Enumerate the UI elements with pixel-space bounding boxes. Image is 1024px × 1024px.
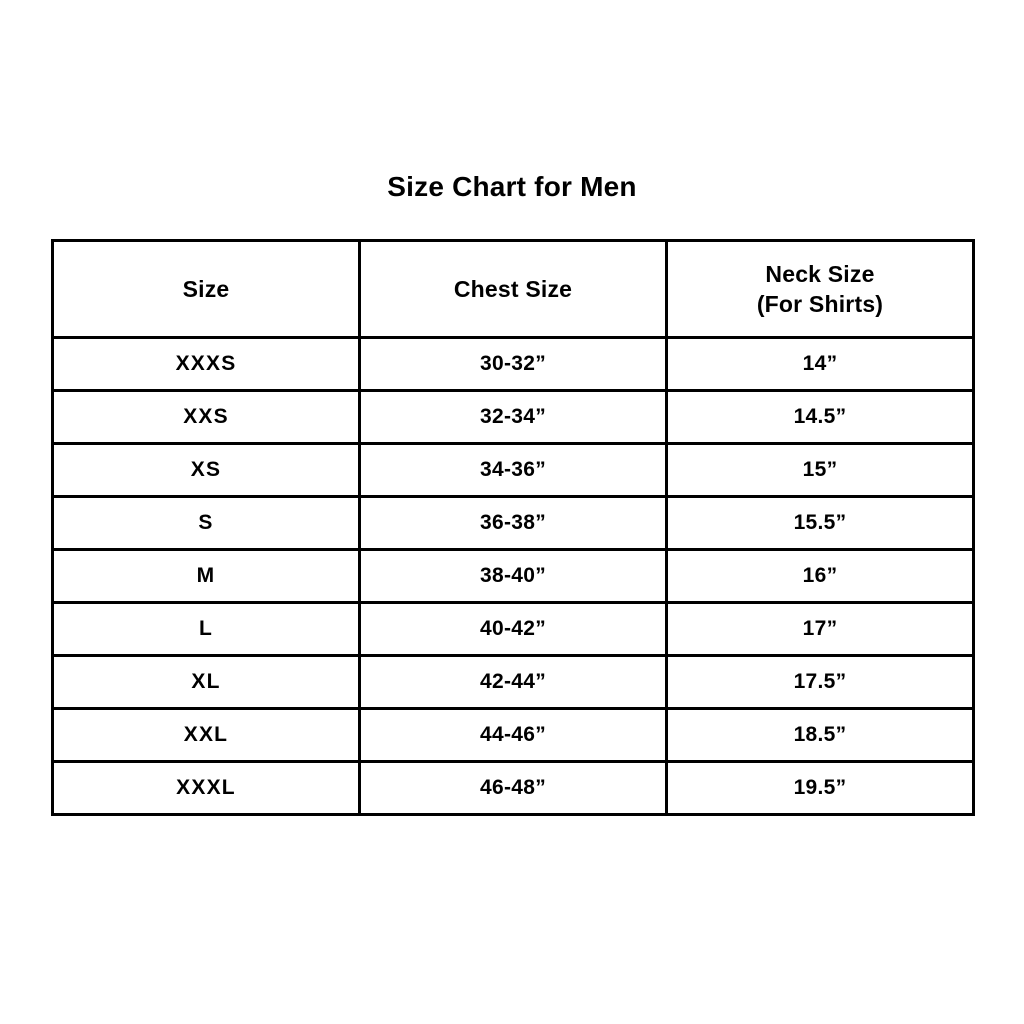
table-row: L 40-42” 17” [51, 601, 975, 657]
cell-size: L [51, 601, 361, 657]
cell-size: XXXS [51, 336, 361, 392]
column-header-neck-size-label: Neck Size [765, 261, 875, 287]
column-header-chest-size: Chest Size [358, 239, 668, 339]
column-header-neck-size-sublabel: (For Shirts) [756, 291, 884, 317]
cell-neck: 17.5” [665, 654, 975, 710]
cell-chest: 46-48” [358, 760, 668, 816]
table-row: XS 34-36” 15” [51, 442, 975, 498]
cell-neck: 15.5” [665, 495, 975, 551]
cell-size: XS [51, 442, 361, 498]
table-header-row: Size Chest Size Neck Size (For Shirts) [51, 239, 975, 339]
cell-size: XXL [51, 707, 361, 763]
cell-neck: 14.5” [665, 389, 975, 445]
cell-size: M [51, 548, 361, 604]
cell-neck: 18.5” [665, 707, 975, 763]
table-body: XXXS 30-32” 14” XXS 32-34” 14.5” XS 34-3… [51, 336, 975, 816]
table-header: Size Chest Size Neck Size (For Shirts) [51, 239, 975, 339]
cell-size: XL [51, 654, 361, 710]
column-header-size-label: Size [182, 276, 230, 302]
cell-chest: 44-46” [358, 707, 668, 763]
cell-chest: 36-38” [358, 495, 668, 551]
table-row: XL 42-44” 17.5” [51, 654, 975, 710]
cell-chest: 30-32” [358, 336, 668, 392]
cell-chest: 42-44” [358, 654, 668, 710]
cell-neck: 15” [665, 442, 975, 498]
column-header-size: Size [51, 239, 361, 339]
table-row: M 38-40” 16” [51, 548, 975, 604]
cell-chest: 38-40” [358, 548, 668, 604]
column-header-chest-size-label: Chest Size [453, 276, 573, 302]
table-row: XXS 32-34” 14.5” [51, 389, 975, 445]
table-row: XXXL 46-48” 19.5” [51, 760, 975, 816]
table-row: S 36-38” 15.5” [51, 495, 975, 551]
cell-chest: 32-34” [358, 389, 668, 445]
cell-neck: 16” [665, 548, 975, 604]
size-table-container: Size Chest Size Neck Size (For Shirts) X… [51, 239, 975, 816]
cell-size: XXXL [51, 760, 361, 816]
column-header-neck-size: Neck Size (For Shirts) [665, 239, 975, 339]
size-chart-table: Size Chest Size Neck Size (For Shirts) X… [51, 239, 975, 816]
cell-neck: 17” [665, 601, 975, 657]
cell-neck: 14” [665, 336, 975, 392]
table-row: XXL 44-46” 18.5” [51, 707, 975, 763]
table-row: XXXS 30-32” 14” [51, 336, 975, 392]
cell-size: XXS [51, 389, 361, 445]
cell-neck: 19.5” [665, 760, 975, 816]
cell-chest: 40-42” [358, 601, 668, 657]
cell-size: S [51, 495, 361, 551]
cell-chest: 34-36” [358, 442, 668, 498]
page-title: Size Chart for Men [387, 171, 637, 202]
